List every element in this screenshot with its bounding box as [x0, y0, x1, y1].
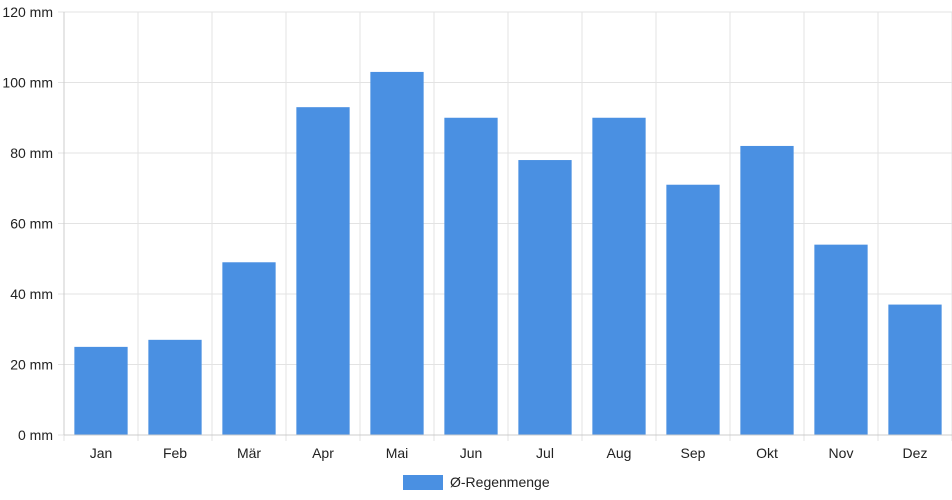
y-axis-tick-labels: 0 mm 20 mm 40 mm 60 mm 80 mm 100 mm 120 mm	[2, 4, 53, 443]
y-tick-label: 40 mm	[10, 286, 53, 302]
bar-nov[interactable]	[814, 244, 868, 435]
y-tick-label: 100 mm	[2, 75, 53, 91]
legend[interactable]: Ø-Regenmenge	[403, 474, 550, 490]
bar-mär[interactable]	[222, 262, 276, 435]
x-tick-label: Dez	[903, 445, 928, 461]
x-tick-label: Mär	[237, 445, 261, 461]
y-tick-label: 20 mm	[10, 357, 53, 373]
bar-apr[interactable]	[296, 107, 350, 436]
bar-mai[interactable]	[370, 71, 424, 436]
bar-sep[interactable]	[666, 184, 720, 435]
y-tick-label: 60 mm	[10, 216, 53, 232]
bar-okt[interactable]	[740, 145, 794, 435]
grid-lines	[58, 11, 952, 441]
x-tick-label: Jan	[90, 445, 113, 461]
x-tick-label: Nov	[829, 445, 854, 461]
bar-jul[interactable]	[518, 160, 572, 436]
legend-swatch[interactable]	[403, 475, 443, 490]
x-tick-label: Apr	[312, 445, 334, 461]
y-tick-label: 0 mm	[18, 427, 53, 443]
bar-jan[interactable]	[74, 346, 128, 435]
bars	[74, 71, 942, 436]
bar-aug[interactable]	[592, 117, 646, 435]
x-axis-tick-labels: Jan Feb Mär Apr Mai Jun Jul Aug Sep Okt Nov Dez	[90, 445, 928, 461]
x-tick-label: Mai	[386, 445, 409, 461]
bar-jun[interactable]	[444, 117, 498, 435]
y-tick-label: 120 mm	[2, 4, 53, 20]
axes	[63, 12, 952, 436]
legend-label[interactable]: Ø-Regenmenge	[450, 474, 550, 490]
x-tick-label: Sep	[681, 445, 706, 461]
x-tick-label: Okt	[756, 445, 778, 461]
x-tick-label: Aug	[607, 445, 632, 461]
x-tick-label: Jun	[460, 445, 483, 461]
bar-feb[interactable]	[148, 339, 202, 435]
y-tick-label: 80 mm	[10, 145, 53, 161]
x-tick-label: Feb	[163, 445, 187, 461]
bar-dez[interactable]	[888, 304, 942, 435]
x-tick-label: Jul	[536, 445, 554, 461]
